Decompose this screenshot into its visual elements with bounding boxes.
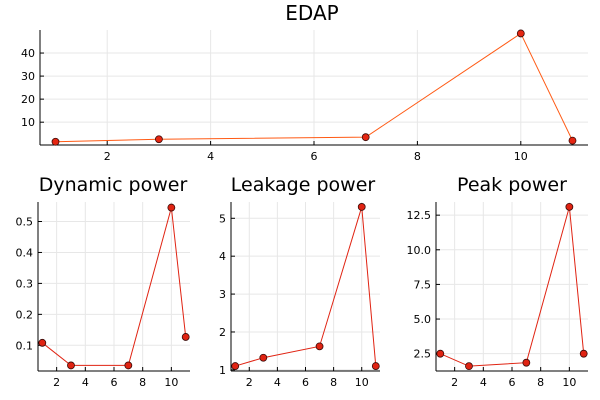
dynamic-power-ytick-label-4: 0.5 (16, 216, 34, 229)
leakage-power-xtick-label-3: 8 (330, 376, 337, 389)
edap-point-4 (568, 136, 577, 145)
dynamic-power-ytick-label-0: 0.1 (16, 339, 34, 352)
leakage-power-xtick-label-0: 2 (246, 376, 253, 389)
leakage-power-point-2 (315, 342, 324, 351)
dynamic-power-point-3 (167, 203, 176, 212)
leakage-power-ytick-label-1: 2 (219, 326, 226, 339)
peak-power-point-0 (436, 349, 445, 358)
leakage-power-point-4 (371, 362, 380, 370)
peak-power-xtick-label-0: 2 (451, 376, 458, 389)
peak-power-panel: Peak power 2 4 6 8 10 2.5 5.0 7.5 10.0 12.5 (407, 174, 588, 389)
peak-power-ytick-label-2: 7.5 (414, 278, 432, 291)
dynamic-power-title: Dynamic power (39, 174, 188, 196)
dynamic-power-point-1 (67, 361, 75, 370)
dynamic-power-point-0 (38, 338, 47, 347)
dynamic-power-panel: Dynamic power 2 4 6 8 10 0.1 0.2 0.3 0.4 0.5 (16, 174, 190, 389)
peak-power-xtick-label-1: 4 (480, 376, 487, 389)
leakage-power-ytick-label-4: 5 (219, 212, 226, 225)
edap-ytick-label-1: 20 (21, 93, 35, 106)
peak-power-point-3 (565, 202, 574, 211)
peak-power-xtick-label-2: 6 (509, 376, 516, 389)
peak-power-ytick-label-4: 12.5 (407, 209, 432, 222)
peak-power-xtick-label-3: 8 (537, 376, 544, 389)
edap-ytick-label-2: 30 (21, 70, 35, 83)
dynamic-power-ytick-label-2: 0.3 (16, 277, 34, 290)
leakage-power-title: Leakage power (231, 174, 376, 196)
edap-panel: EDAP 2 4 6 8 10 10 20 30 40 (21, 1, 588, 163)
leakage-power-point-3 (357, 203, 366, 211)
peak-power-ytick-label-0: 2.5 (414, 348, 432, 361)
peak-power-title: Peak power (457, 174, 567, 196)
leakage-power-ytick-label-3: 4 (219, 250, 226, 263)
edap-xtick-label-3: 8 (414, 150, 421, 163)
edap-xtick-label-0: 2 (104, 150, 111, 163)
dynamic-power-xtick-label-2: 6 (111, 376, 118, 389)
edap-point-2 (361, 133, 370, 142)
edap-ytick-label-0: 10 (21, 116, 35, 129)
dynamic-power-ytick-label-3: 0.4 (16, 246, 34, 259)
peak-power-ytick-label-1: 5.0 (414, 313, 432, 326)
dynamic-power-xtick-label-1: 4 (82, 376, 89, 389)
peak-power-xtick-label-4: 10 (562, 376, 576, 389)
leakage-power-xtick-label-4: 10 (355, 376, 369, 389)
dynamic-power-point-2 (124, 361, 133, 370)
edap-xtick-label-1: 4 (207, 150, 214, 163)
dynamic-power-ytick-label-1: 0.2 (16, 308, 34, 321)
leakage-power-ytick-label-2: 3 (219, 288, 226, 301)
leakage-power-point-1 (259, 353, 268, 362)
edap-xtick-label-4: 10 (514, 150, 528, 163)
dynamic-power-point-4 (181, 333, 190, 341)
dynamic-power-xtick-label-3: 8 (139, 376, 146, 389)
peak-power-point-4 (579, 349, 588, 358)
leakage-power-ytick-label-0: 1 (219, 364, 226, 377)
leakage-power-xtick-label-1: 4 (274, 376, 281, 389)
dynamic-power-xtick-label-0: 2 (53, 376, 60, 389)
peak-power-point-1 (465, 362, 473, 371)
edap-point-3 (516, 29, 525, 38)
edap-point-0 (51, 137, 60, 146)
peak-power-ytick-label-3: 10.0 (407, 244, 432, 257)
edap-title: EDAP (285, 1, 338, 25)
leakage-power-point-0 (231, 362, 240, 370)
edap-xtick-label-2: 6 (311, 150, 318, 163)
peak-power-point-2 (522, 358, 531, 367)
edap-point-1 (155, 135, 163, 144)
edap-ytick-label-3: 40 (21, 47, 35, 60)
leakage-power-xtick-label-2: 6 (302, 376, 309, 389)
dynamic-power-xtick-label-4: 10 (164, 376, 178, 389)
